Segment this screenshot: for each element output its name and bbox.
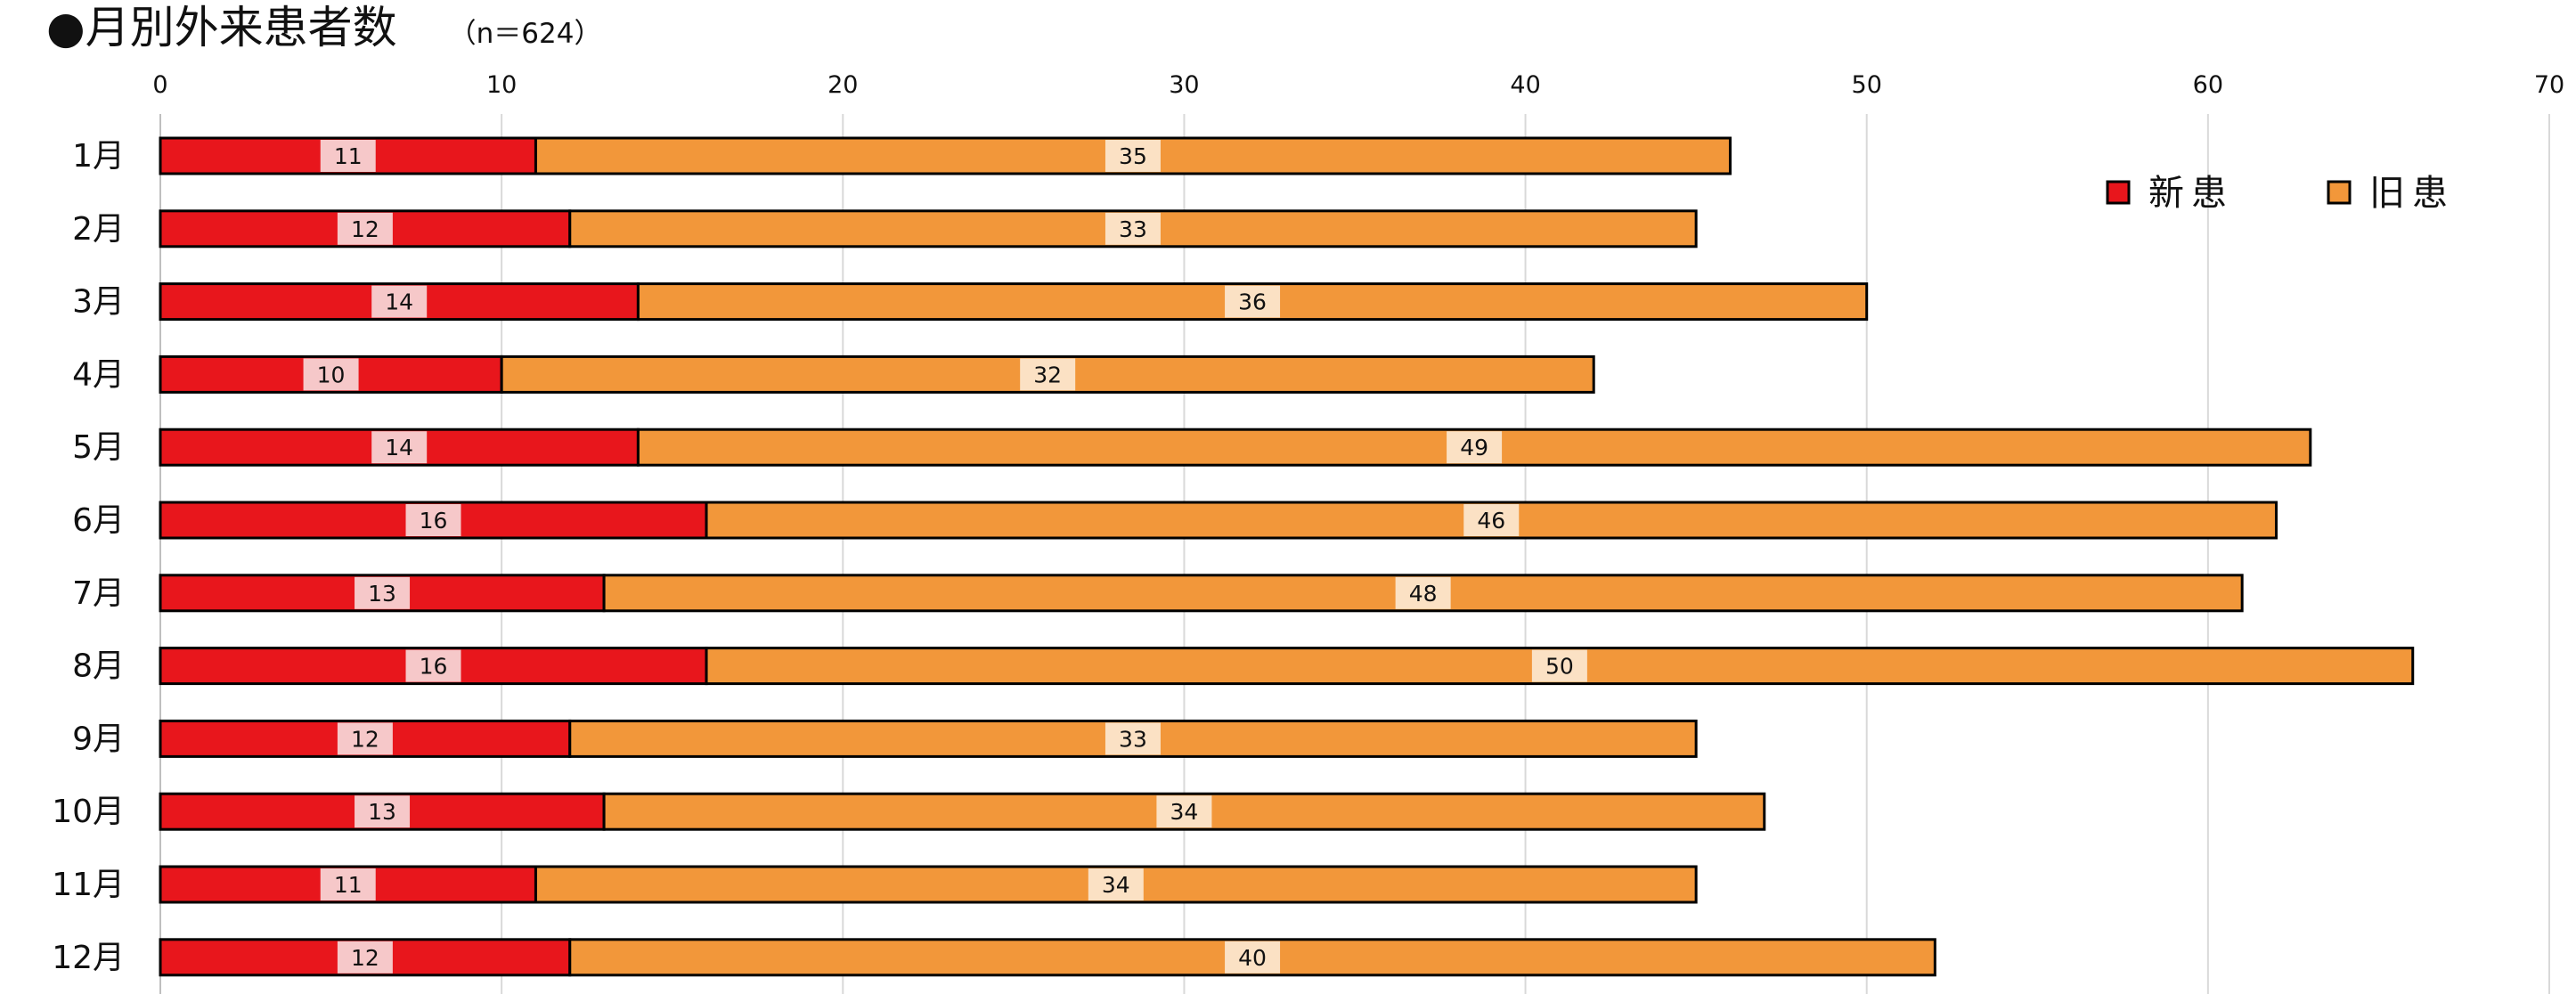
category-label: 5月: [72, 429, 125, 466]
legend-swatch-new: [2106, 180, 2131, 205]
data-label-returning-bg: [1156, 795, 1212, 828]
data-label-returning: 34: [1170, 799, 1199, 825]
data-label-returning: 33: [1119, 726, 1147, 752]
legend-label-new: 新患: [2148, 173, 2234, 214]
data-label-new: 16: [420, 654, 448, 680]
chart-title-block: ●月別外来患者数 （n＝624）: [46, 2, 601, 53]
category-label: 12月: [52, 940, 125, 976]
data-label-new: 10: [317, 362, 346, 387]
data-label-new: 14: [385, 289, 413, 315]
data-label-new: 11: [334, 872, 363, 898]
x-tick-label: 70: [2534, 71, 2564, 99]
x-tick-label: 40: [1510, 71, 1540, 99]
data-label-returning: 35: [1119, 143, 1147, 169]
data-label-new-bg: [355, 576, 411, 609]
data-label-returning: 50: [1545, 654, 1574, 680]
data-label-returning-bg: [1088, 868, 1144, 900]
bars: 11 35 12 33 14 36 10 32 14 49 16 46 13 48 16 50 12 33 13 34…: [159, 136, 2415, 977]
grid-lines: [501, 114, 2550, 994]
data-label-returning-bg: [1531, 649, 1587, 682]
data-label-new-bg: [303, 358, 359, 391]
x-tick-label: 20: [827, 71, 858, 99]
data-label-returning-bg: [1020, 358, 1076, 391]
data-label-new-bg: [405, 504, 461, 536]
data-label-returning: 48: [1409, 581, 1438, 607]
data-label-new-bg: [337, 212, 393, 245]
data-label-returning: 32: [1033, 362, 1062, 387]
data-label-returning: 34: [1102, 872, 1130, 898]
data-label-returning: 49: [1460, 435, 1488, 460]
data-label-new-bg: [405, 649, 461, 682]
data-label-new: 14: [385, 435, 413, 460]
data-label-returning-bg: [1395, 576, 1451, 609]
category-label: 9月: [72, 721, 125, 757]
data-label-new-bg: [371, 285, 428, 318]
data-label-returning-bg: [1105, 212, 1161, 245]
category-label: 10月: [52, 794, 125, 830]
data-label-returning-bg: [1105, 140, 1161, 172]
data-label-new: 13: [368, 799, 396, 825]
legend: 新患 旧患: [2106, 173, 2455, 214]
category-label: 1月: [72, 138, 125, 175]
data-label-new: 12: [351, 216, 379, 242]
x-tick-label: 0: [152, 71, 167, 99]
x-tick-label: 50: [1852, 71, 1882, 99]
chart-title: ●月別外来患者数: [46, 2, 397, 53]
data-label-new: 12: [351, 726, 379, 752]
data-label-returning: 33: [1119, 216, 1147, 242]
data-label-returning: 40: [1238, 945, 1267, 971]
data-label-returning-bg: [1447, 431, 1503, 464]
data-label-new-bg: [320, 868, 376, 900]
data-label-returning-bg: [1225, 285, 1281, 318]
legend-swatch-returning: [2327, 180, 2352, 205]
data-label-new-bg: [320, 140, 376, 172]
category-label: 11月: [52, 867, 125, 903]
data-label-new: 13: [368, 581, 396, 607]
x-tick-label: 30: [1169, 71, 1199, 99]
data-label-new-bg: [337, 941, 393, 974]
category-label: 2月: [72, 211, 125, 248]
data-label-returning-bg: [1463, 504, 1520, 536]
x-axis-ticks: 0 10 20 30 40 50 60 70: [152, 71, 2564, 99]
x-tick-label: 60: [2193, 71, 2223, 99]
category-labels: 1月 2月 3月 4月 5月 6月 7月 8月 9月 10月 11月 12月: [52, 138, 125, 976]
category-label: 6月: [72, 502, 125, 539]
data-label-new: 16: [420, 508, 448, 534]
x-tick-label: 10: [486, 71, 517, 99]
data-label-returning-bg: [1105, 722, 1161, 755]
data-label-new-bg: [355, 795, 411, 828]
category-label: 8月: [72, 648, 125, 685]
data-label-new: 12: [351, 945, 379, 971]
category-label: 3月: [72, 284, 125, 321]
data-label-new-bg: [337, 722, 393, 755]
data-label-returning: 36: [1238, 289, 1267, 315]
data-label-new-bg: [371, 431, 428, 464]
category-label: 7月: [72, 575, 125, 612]
legend-label-returning: 旧患: [2369, 173, 2455, 214]
chart-subtitle: （n＝624）: [448, 18, 602, 50]
data-label-returning-bg: [1225, 941, 1281, 974]
data-label-returning: 46: [1477, 508, 1505, 534]
category-label: 4月: [72, 356, 125, 393]
data-label-new: 11: [334, 143, 363, 169]
